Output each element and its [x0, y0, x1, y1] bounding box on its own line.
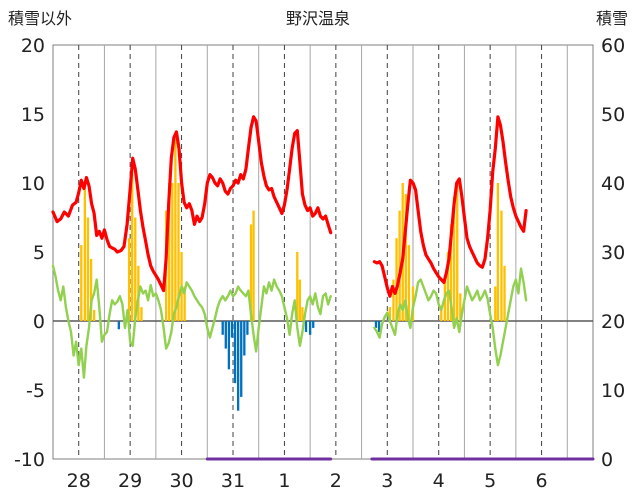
bar-s2-7: [134, 217, 137, 321]
bar-s2-17: [249, 224, 253, 321]
right-axis-title: 積雪: [596, 9, 628, 28]
bar-s2-23: [392, 279, 395, 321]
bar-s3-11: [308, 321, 312, 335]
bar-s2-40: [503, 265, 506, 321]
left-axis-ticks: -10 -5 0 5 10 15 20: [14, 35, 45, 471]
bar-s2-5: [127, 238, 131, 321]
line-series: [51, 115, 595, 461]
right-tick-label: 20: [601, 311, 625, 333]
bar-s3-6: [236, 321, 240, 411]
bar-s2-21: [301, 307, 304, 321]
bar-s3-4: [230, 321, 234, 338]
day-label: 30: [169, 470, 193, 492]
bar-s2-13: [174, 138, 177, 321]
series-line-0-0: [51, 115, 333, 293]
bar-s2-20: [298, 279, 302, 321]
bar-s2-39: [500, 210, 503, 321]
bar-s2-4: [92, 309, 96, 321]
left-tick-label: 0: [33, 311, 45, 333]
bar-s3-14: [377, 321, 381, 333]
bar-s2-1: [83, 183, 87, 321]
left-tick-label: 5: [33, 242, 45, 264]
right-axis-ticks: 0 10 20 30 40 50 60: [601, 35, 625, 471]
bar-s3-8: [243, 321, 246, 356]
chart-title: 野沢温泉: [286, 9, 350, 28]
day-label: 28: [67, 470, 91, 492]
series-line-1-0: [51, 264, 332, 379]
bar-s3-1: [221, 321, 224, 335]
bar-s2-14: [177, 183, 180, 321]
bar-s3-12: [312, 321, 315, 328]
bar-s2-18: [252, 210, 255, 321]
bar-s3-7: [240, 321, 243, 397]
bar-s2-3: [89, 258, 93, 321]
left-tick-label: 15: [21, 104, 45, 126]
series-line-1-1: [373, 267, 528, 367]
right-tick-label: 0: [601, 449, 613, 471]
left-tick-label: -5: [26, 380, 45, 402]
left-tick-label: 20: [21, 35, 45, 57]
day-label: 6: [536, 470, 548, 492]
bar-s2-16: [183, 286, 186, 321]
bar-s2-22: [388, 307, 392, 321]
day-label: 1: [278, 470, 290, 492]
bar-s2-37: [494, 286, 497, 321]
bar-s2-12: [171, 183, 174, 321]
right-tick-label: 40: [601, 173, 625, 195]
left-tick-label: 10: [21, 173, 45, 195]
bar-s2-2: [86, 217, 90, 321]
bar-s2-25: [398, 210, 401, 321]
bar-s3-2: [224, 321, 227, 349]
bar-s2-0: [80, 245, 83, 321]
bar-s3-0: [117, 321, 120, 330]
bar-s2-33: [449, 224, 453, 321]
bar-s2-27: [404, 194, 407, 321]
day-labels: 28 29 30 31 1 2 3 4 5 6: [67, 470, 548, 492]
bar-s3-10: [304, 321, 308, 333]
right-tick-label: 50: [601, 104, 625, 126]
bar-s3-13: [374, 321, 378, 328]
series-line-0-1: [372, 115, 528, 298]
day-separators: [103, 45, 568, 459]
bar-s2-32: [446, 252, 450, 321]
bar-s2-9: [140, 307, 143, 321]
right-tick-label: 30: [601, 242, 625, 264]
bar-s2-30: [440, 309, 443, 321]
day-label: 5: [484, 470, 496, 492]
bar-s2-38: [496, 183, 500, 321]
bar-s2-34: [452, 196, 456, 321]
bar-s3-3: [227, 321, 231, 370]
bar-s2-35: [456, 183, 459, 321]
day-label: 4: [433, 470, 445, 492]
day-label: 2: [330, 470, 342, 492]
bar-s3-5: [233, 321, 237, 384]
bar-s2-36: [459, 293, 462, 321]
right-tick-label: 10: [601, 380, 625, 402]
bar-s2-19: [296, 252, 299, 321]
left-tick-label: -10: [14, 449, 45, 471]
day-label: 3: [381, 470, 393, 492]
gridlines: [78, 45, 543, 459]
bar-s2-6: [131, 162, 134, 321]
day-label: 29: [118, 470, 142, 492]
bar-s2-28: [407, 245, 411, 321]
bar-s3-9: [246, 321, 249, 335]
plot-area: [52, 44, 594, 460]
right-tick-label: 60: [601, 35, 625, 57]
bar-s2-11: [168, 183, 171, 321]
day-label: 31: [221, 470, 245, 492]
left-axis-title: 積雪以外: [8, 9, 72, 28]
bar-s2-24: [395, 238, 398, 321]
